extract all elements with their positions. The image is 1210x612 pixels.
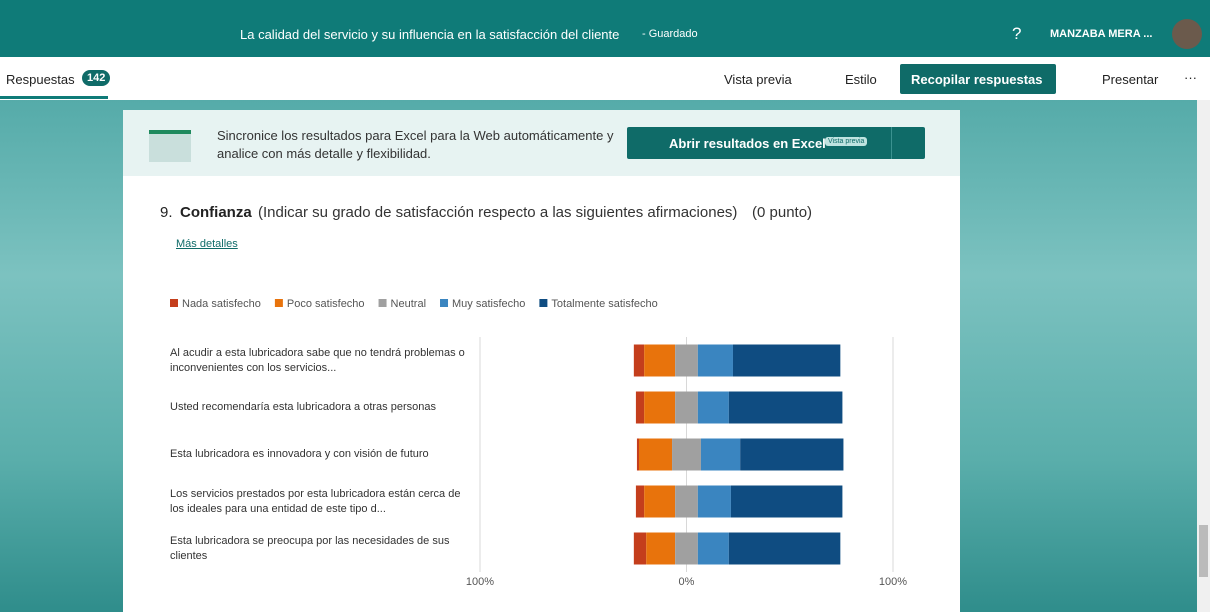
bar-segment xyxy=(637,439,639,471)
bar-segment xyxy=(644,392,675,424)
category-label: Los servicios prestados por esta lubrica… xyxy=(170,487,470,517)
legend-swatch xyxy=(275,299,283,307)
bar-segment xyxy=(698,533,729,565)
bar-segment xyxy=(634,345,644,377)
legend-label: Muy satisfecho xyxy=(452,298,525,310)
bar-segment xyxy=(636,486,644,518)
x-tick-label: 100% xyxy=(466,576,494,588)
bar-segment xyxy=(729,392,843,424)
category-label: Esta lubricadora es innovadora y con vis… xyxy=(170,447,470,462)
bar-segment xyxy=(639,439,672,471)
bar-segment xyxy=(729,533,841,565)
legend-label: Poco satisfecho xyxy=(287,298,365,310)
bar-segment xyxy=(636,392,644,424)
x-tick-label: 100% xyxy=(879,576,907,588)
bar-segment xyxy=(701,439,740,471)
bar-segment xyxy=(675,533,698,565)
legend-label: Nada satisfecho xyxy=(182,298,261,310)
page: La calidad del servicio y su influencia … xyxy=(0,0,1210,612)
bar-segment xyxy=(740,439,843,471)
bar-segment xyxy=(698,345,733,377)
bar-segment xyxy=(675,392,698,424)
bar-segment xyxy=(675,486,698,518)
bar-segment xyxy=(731,486,843,518)
bar-segment xyxy=(698,392,729,424)
legend-label: Totalmente satisfecho xyxy=(551,298,657,310)
legend-label: Neutral xyxy=(391,298,426,310)
bar-segment xyxy=(733,345,840,377)
legend-swatch xyxy=(539,299,547,307)
legend-swatch xyxy=(170,299,178,307)
legend-swatch xyxy=(440,299,448,307)
category-label: Al acudir a esta lubricadora sabe que no… xyxy=(170,346,470,376)
bar-segment xyxy=(634,533,646,565)
bar-segment xyxy=(675,345,698,377)
bar-segment xyxy=(644,486,675,518)
bar-segment xyxy=(672,439,701,471)
chart: 100% 0% 100% Nada satisfecho Poco satisfecho… xyxy=(0,0,1210,612)
bar-segment xyxy=(698,486,731,518)
category-label: Usted recomendaría esta lubricadora a ot… xyxy=(170,400,470,415)
x-tick-label: 0% xyxy=(679,576,695,588)
category-label: Esta lubricadora se preocupa por las nec… xyxy=(170,534,470,564)
legend-swatch xyxy=(379,299,387,307)
bar-segment xyxy=(646,533,675,565)
bar-segment xyxy=(644,345,675,377)
